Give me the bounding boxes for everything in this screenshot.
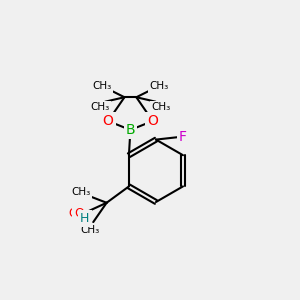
Text: O: O <box>103 114 113 128</box>
Text: O: O <box>147 114 158 128</box>
Text: O: O <box>74 207 84 220</box>
Text: CH₃: CH₃ <box>81 224 100 235</box>
Text: B: B <box>126 123 135 137</box>
Text: OH: OH <box>68 207 86 220</box>
Text: CH₃: CH₃ <box>92 81 112 91</box>
Text: F: F <box>179 130 187 144</box>
Text: CH₃: CH₃ <box>72 188 91 197</box>
Text: CH₃: CH₃ <box>152 102 171 112</box>
Text: CH₃: CH₃ <box>149 81 168 91</box>
Text: H: H <box>80 212 90 225</box>
Text: CH₃: CH₃ <box>90 102 110 112</box>
